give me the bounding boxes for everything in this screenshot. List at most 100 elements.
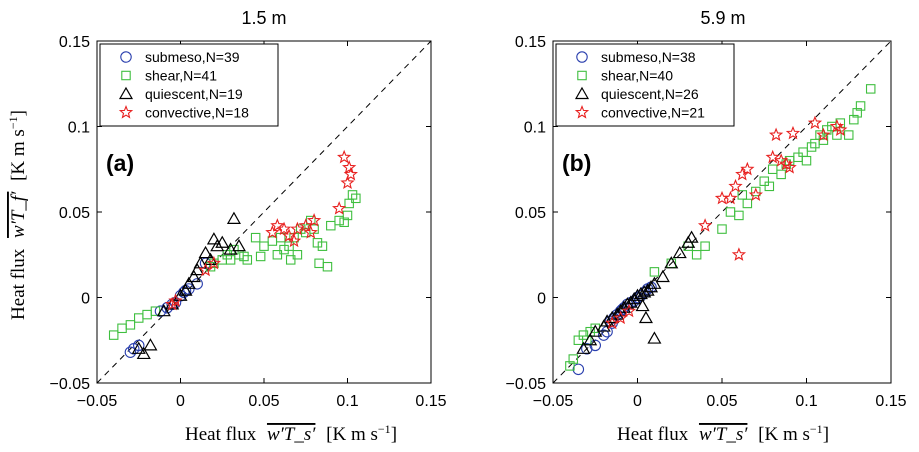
panel-a-legend-item-submeso: submeso,N=39 [120,49,240,65]
y-axis-label-units-exponent: −1 [6,116,20,129]
panel-b-x-tick-label: 0.1 [795,393,817,410]
panel-a-point-shear [285,255,296,265]
panel-a-point-shear [108,330,119,340]
panel-b-legend-label-submeso: submeso,N=38 [601,49,696,65]
panel-b-series-shear [565,84,876,371]
panel-a-point-convective [303,225,318,239]
panel-a-point-convective [298,218,313,232]
panel-a-legend: submeso,N=39 shear,N=41 quiescent,N=19 conv… [99,43,279,127]
panel-a-point-shear [314,258,324,269]
panel-b-point-shear [649,267,660,277]
panel-b-point-shear [764,181,775,192]
panel-a-point-convective [337,149,352,164]
panel-a-point-shear [242,255,253,265]
panel-b-x-axis-label-units-exponent: −1 [810,422,823,436]
panel-a-point-shear [317,241,328,251]
panel-b-point-quiescent [664,256,679,269]
panel-b-x-axis-label-units-close: ] [823,424,829,445]
panel-a-point-quiescent [226,211,241,224]
panel-a-point-quiescent [186,269,201,283]
panel-a-point-convective [270,218,285,232]
panel-a-point-shear [239,251,249,262]
panel-a-title: 1.5 m [241,8,286,28]
panel-b-point-convective [723,190,738,205]
panel-b-point-shear [849,114,859,125]
panel-b-legend-item-shear: shear,N=40 [577,68,673,84]
panel-a-legend-item-quiescent: quiescent,N=19 [118,86,243,102]
panel-b-y-tick-label: 0.05 [515,205,546,222]
svg-text:Heat flux w′T_f′ [: Heat flux w′T_f′ [K m s−1] [6,110,29,320]
panel-a-legend-marker-shear [121,70,131,81]
panel-a-point-shear [250,232,261,243]
panel-a-point-shear [267,236,278,246]
panel-a-point-quiescent [181,276,196,289]
panel-a-legend-item-convective: convective,N=18 [118,105,249,121]
panel-a-series-quiescent [131,211,246,360]
panel-b-point-quiescent [643,280,659,293]
panel-b-point-shear [700,241,710,251]
panel-b-point-convective [735,166,750,181]
panel-a-point-submeso [154,305,167,317]
panel-b-title: 5.9 m [700,8,745,28]
panel-a-legend-label-convective: convective,N=18 [145,105,249,121]
panel-b-point-quiescent [635,298,650,312]
panel-b-point-quiescent [623,295,638,308]
panel-a-y-tick-label: −0.05 [50,376,91,393]
panel-a-series-submeso [124,257,212,358]
panel-b-point-shear [818,135,829,145]
panel-b-point-shear [843,130,854,140]
panel-a-point-shear [259,241,269,251]
panel-a-legend-label-quiescent: quiescent,N=19 [145,86,243,102]
panel-b-point-quiescent [655,269,670,283]
panel-a-point-shear [279,244,289,255]
panel-b-point-shear [767,164,778,175]
panel-a-point-shear [255,251,266,262]
panel-b-point-quiescent [583,333,598,346]
panel-a-x-axis-label-variable: w′T_s′ [267,424,316,445]
panel-a-point-submeso [133,339,145,352]
panel-a-one-to-one-line [96,40,432,384]
panel-b-point-shear [806,142,817,152]
panel-b-point-submeso [572,363,585,376]
y-axis-label-text: Heat flux [8,248,29,320]
panel-b-point-shear [827,121,837,132]
panel-a-point-quiescent [210,238,225,252]
panel-b-point-shear [717,224,727,234]
panel-b-legend-marker-quiescent [574,86,590,100]
panel-b-point-convective [807,115,823,130]
panel-a-point-shear [344,198,354,209]
panel-b-point-convective [768,127,784,142]
panel-b-x-axis-label: Heat flux w′T_s′ [K m s−1] [617,422,829,445]
panel-b-point-convective [605,315,620,330]
panel-b-x-axis-label-units: [K m s [758,424,810,445]
panel-b-point-shear [855,101,866,111]
panel-b-point-convective [748,187,763,201]
panel-b-point-convective [728,178,743,193]
panel-a-y-tick-label: 0.05 [59,205,90,222]
panel-a-point-convective [206,255,222,270]
panel-b-point-shear [776,169,786,180]
panel-a-point-shear [292,250,303,260]
panel-b-point-convective [782,160,797,174]
panel-a-x-tick-label: 0 [176,393,185,410]
panel-b-y-tick-label: 0.1 [524,120,546,137]
panel-b-point-convective [740,161,755,176]
panel-a-y-tick-label: 0 [81,291,90,308]
panel-b-x-axis-label-variable: w′T_s′ [699,424,748,445]
panel-b-point-quiescent [672,245,687,259]
panel-a-point-convective [290,221,305,236]
panel-b-plot-area: −0.05 0 0.05 0.1 0.15 −0.05 0 0.05 0.1 0.15 (b) sub… [506,34,907,410]
panel-b-legend-label-shear: shear,N=40 [601,68,673,84]
panel-a-point-shear [339,217,349,228]
panel-b-series-convective [605,115,848,330]
panel-b-point-quiescent [640,283,655,296]
y-axis-label-units-close: ] [8,110,29,116]
panel-b-y-tick-label: −0.05 [506,376,547,393]
panel-a-point-convective [168,293,183,307]
panel-b-point-submeso [589,339,601,352]
panel-a-point-quiescent [215,235,230,248]
panel-a-point-submeso [124,346,137,358]
panel-a-point-shear [272,250,283,260]
panel-b-point-shear [852,108,862,118]
panel-b-y-tick-label: 0.15 [515,34,546,51]
